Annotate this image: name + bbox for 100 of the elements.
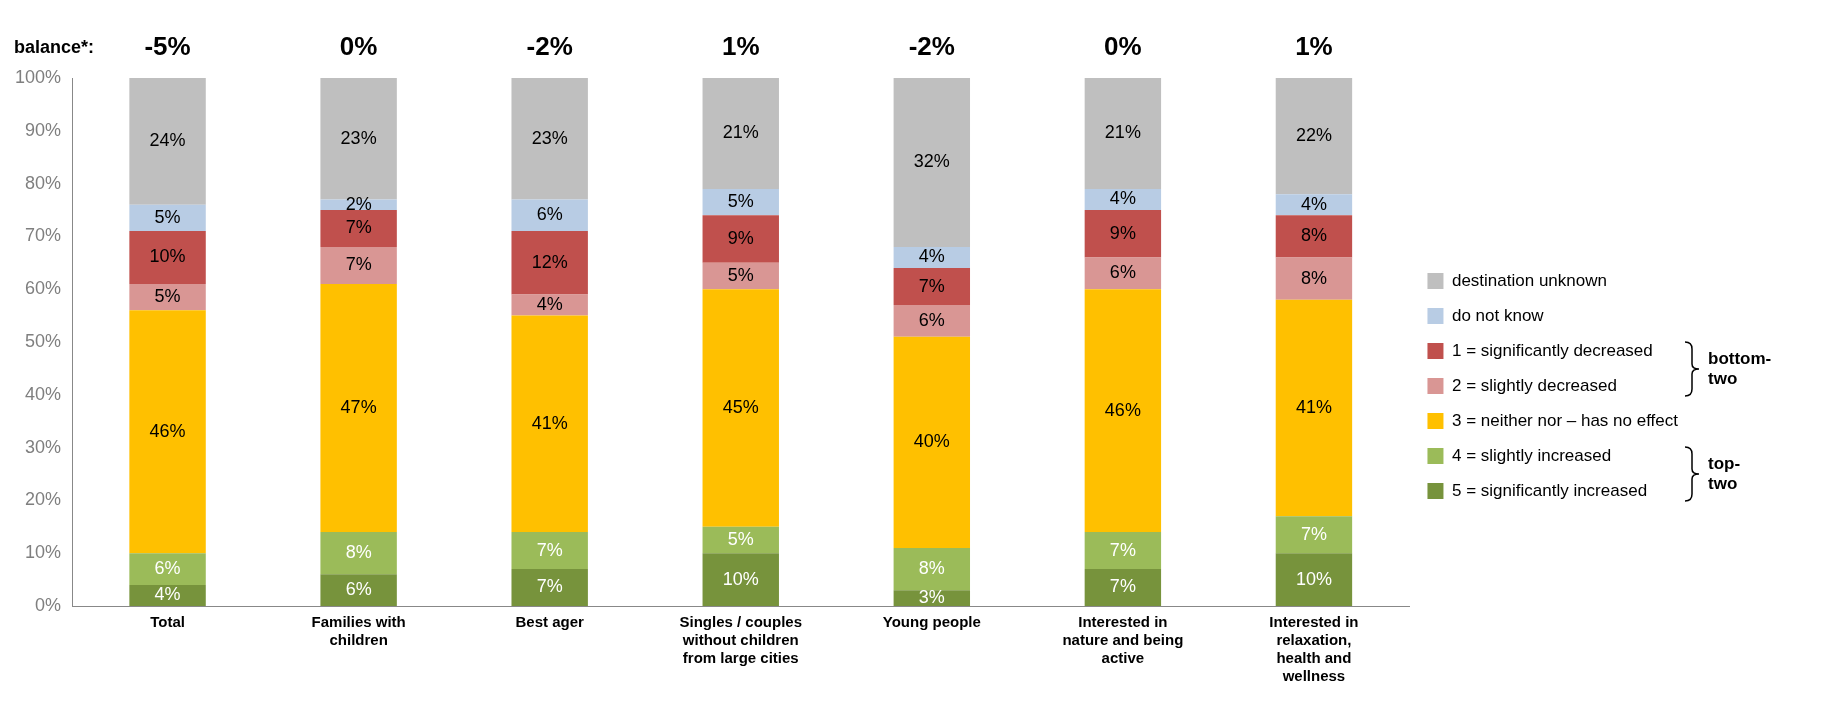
bar xyxy=(129,310,206,554)
data-label: 23% xyxy=(531,127,568,148)
data-label: 7% xyxy=(345,254,372,275)
data-label: 8% xyxy=(918,558,945,579)
text: 0% xyxy=(339,31,378,62)
bar xyxy=(511,294,588,316)
bar xyxy=(129,204,206,232)
bar xyxy=(511,532,588,570)
data-label: 12% xyxy=(531,251,568,272)
data-label: 5% xyxy=(727,264,754,285)
data-label: 6% xyxy=(918,309,945,330)
legend-label: 4 = slightly increased xyxy=(1451,445,1612,465)
x-tick-label: Singles / couples without children from large cities xyxy=(679,613,803,667)
y-tick-label: 60% xyxy=(25,278,62,299)
text: 1% xyxy=(721,31,760,62)
data-label: 8% xyxy=(1300,225,1327,246)
legend-label: 5 = significantly increased xyxy=(1451,480,1648,500)
y-tick-label: 80% xyxy=(25,172,62,193)
y-tick-label: 90% xyxy=(25,119,62,140)
data-label: 45% xyxy=(722,396,759,417)
data-label: 7% xyxy=(1109,576,1136,597)
y-tick-label: 100% xyxy=(14,66,62,87)
data-label: 40% xyxy=(913,431,950,452)
data-label: 7% xyxy=(536,576,563,597)
bar xyxy=(320,210,397,247)
data-label: 24% xyxy=(149,130,186,151)
data-label: 21% xyxy=(722,122,759,143)
bar xyxy=(1084,210,1162,258)
bar xyxy=(1084,569,1162,606)
legend-label: 3 = neither nor – has no effect xyxy=(1451,410,1679,430)
text: -2% xyxy=(908,31,955,62)
data-label: 8% xyxy=(1300,267,1327,288)
data-label: 2% xyxy=(345,193,372,214)
bar xyxy=(702,215,779,263)
bar xyxy=(1084,532,1162,570)
data-label: 9% xyxy=(727,228,754,249)
bar xyxy=(1084,78,1162,189)
bar xyxy=(129,553,206,585)
y-tick-label: 70% xyxy=(25,225,62,246)
text: -5% xyxy=(144,31,191,62)
data-label: 4% xyxy=(154,584,181,605)
legend-label: 2 = slightly decreased xyxy=(1451,375,1617,395)
x-tick-label: Interested in nature and being active xyxy=(1062,613,1184,667)
data-label: 6% xyxy=(1109,262,1136,283)
bar xyxy=(1275,553,1353,606)
x-tick-label: Best ager xyxy=(515,613,585,631)
data-label: 5% xyxy=(727,191,754,212)
data-label: 7% xyxy=(536,539,563,560)
data-label: 7% xyxy=(345,217,372,238)
data-label: 32% xyxy=(913,151,950,172)
text: bottom-two xyxy=(1708,348,1773,389)
text: balance*: xyxy=(14,36,95,57)
bar xyxy=(893,305,971,337)
bar xyxy=(893,336,971,548)
bar xyxy=(511,315,588,533)
data-label: 6% xyxy=(536,204,563,225)
legend-label: do not know xyxy=(1451,305,1545,325)
bar xyxy=(511,199,588,232)
bar xyxy=(1275,215,1353,258)
bar xyxy=(702,78,779,189)
text: top-two xyxy=(1708,453,1742,494)
text: -2% xyxy=(526,31,573,62)
data-label: 41% xyxy=(531,412,568,433)
data-label: 4% xyxy=(536,294,563,315)
x-tick-label: Young people xyxy=(882,613,981,631)
bar xyxy=(129,283,206,311)
data-label: 3% xyxy=(918,587,945,608)
x-tick-label: Interested in relaxation, health and wellness xyxy=(1269,613,1359,685)
data-label: 6% xyxy=(154,558,181,579)
data-label: 46% xyxy=(1104,399,1141,420)
data-label: 47% xyxy=(340,396,377,417)
data-label: 7% xyxy=(1300,523,1327,544)
legend-label: 1 = significantly decreased xyxy=(1451,340,1653,360)
data-label: 6% xyxy=(345,579,372,600)
data-label: 41% xyxy=(1295,396,1332,417)
data-label: 46% xyxy=(149,420,186,441)
data-label: 5% xyxy=(154,286,181,307)
data-label: 4% xyxy=(1109,188,1136,209)
y-tick-label: 40% xyxy=(25,383,62,404)
data-label: 10% xyxy=(149,246,186,267)
bar xyxy=(1275,257,1353,300)
data-label: 4% xyxy=(918,246,945,267)
bar xyxy=(320,283,397,533)
data-label: 7% xyxy=(918,275,945,296)
data-label: 8% xyxy=(345,542,372,563)
data-label: 7% xyxy=(1109,539,1136,560)
bar xyxy=(1084,289,1162,533)
text: 0% xyxy=(1104,31,1142,62)
bar xyxy=(320,246,397,284)
text: 1% xyxy=(1295,31,1333,62)
bar xyxy=(893,547,971,591)
legend-label: destination unknown xyxy=(1451,270,1607,290)
y-tick-label: 50% xyxy=(25,330,62,351)
y-tick-label: 20% xyxy=(25,489,62,510)
data-label: 23% xyxy=(340,127,377,148)
bar xyxy=(702,553,779,606)
data-label: 21% xyxy=(1104,122,1141,143)
bar xyxy=(893,78,971,247)
bar xyxy=(1275,299,1353,517)
data-label: 22% xyxy=(1295,125,1332,146)
